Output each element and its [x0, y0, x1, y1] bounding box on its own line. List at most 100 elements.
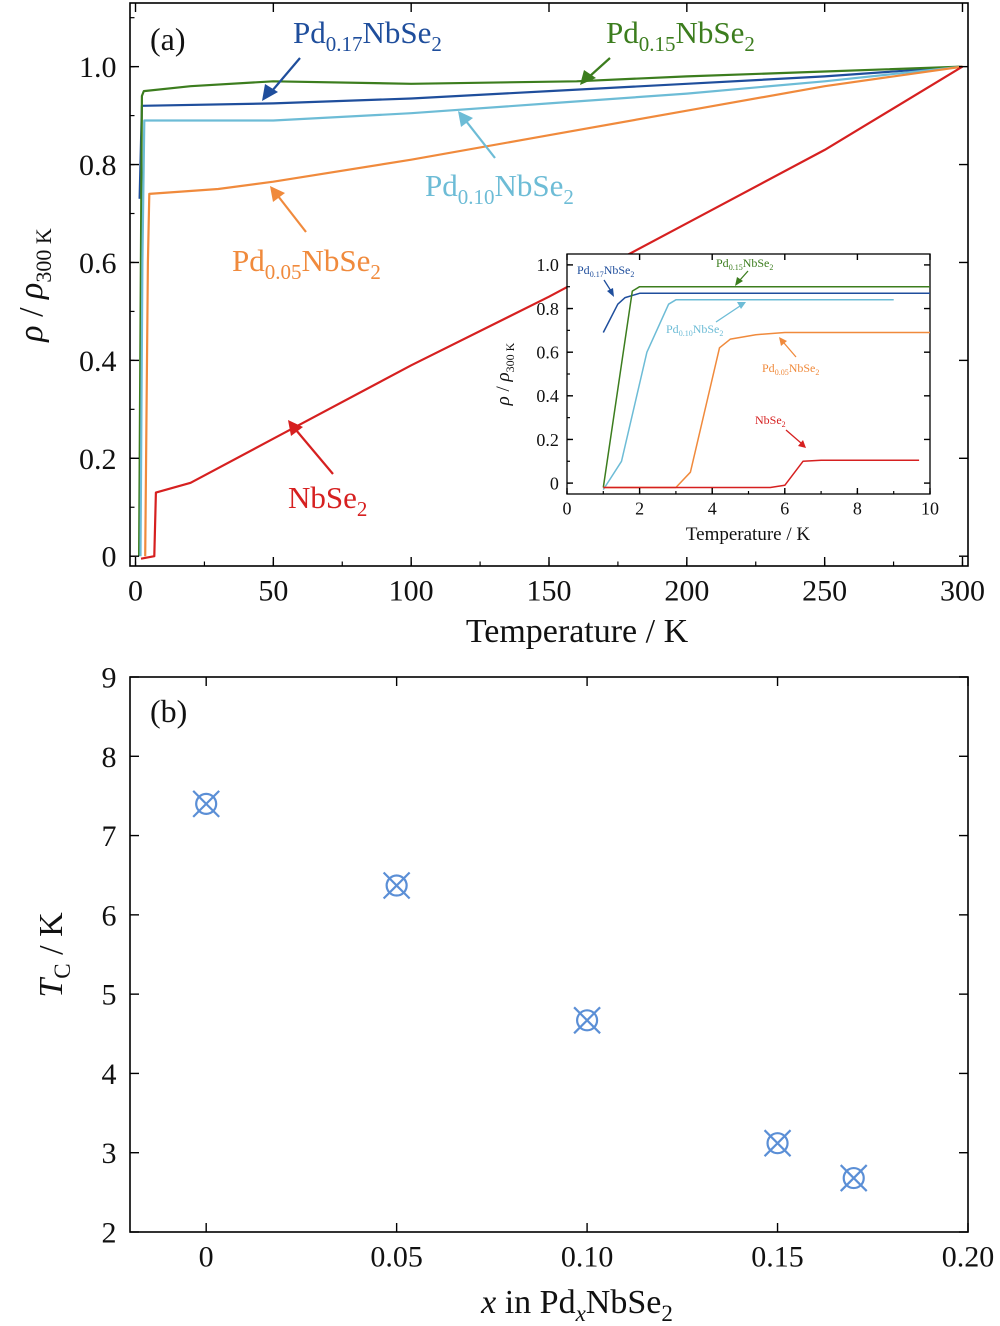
panel-b-y-axis-label: TC / K: [33, 912, 75, 998]
inset-frame: [566, 253, 931, 495]
series-line-pd0-10nbse2: [139, 65, 963, 557]
panel-b-y-tick-label: 7: [102, 820, 117, 853]
data-point: [763, 1129, 792, 1157]
inset-arrow-pd017: [603, 279, 612, 292]
inset-series-group: [602, 285, 930, 491]
data-point-cross: [573, 1006, 601, 1035]
inset-arrow-nbse2: [785, 429, 802, 444]
inset-series-line-pd0-10nbse2: [602, 299, 894, 491]
data-point: [192, 790, 220, 818]
data-point-cross: [192, 790, 220, 818]
panel-a-y-tick-label: 0.4: [79, 345, 117, 378]
panel-a-x-tick-label: 200: [664, 575, 709, 608]
inset-x-tick-label: 8: [853, 499, 862, 519]
arrow-pd017: [271, 57, 301, 92]
data-point-cross: [763, 1129, 792, 1157]
inset-arrow-head-pd015: [735, 277, 743, 286]
data-point-circle: [195, 792, 218, 815]
panel-b-y-tick-label: 5: [102, 979, 117, 1012]
data-point-circle: [766, 1132, 789, 1155]
panel-b-y-ticks: 2 3 4 5 6 7 8 9: [102, 662, 968, 1250]
panel-b-label: (b): [150, 693, 187, 729]
inset-y-tick-label: 1.0: [536, 255, 559, 275]
inset-x-tick-label: 0: [563, 499, 572, 519]
panel-a-x-tick-label: 100: [389, 575, 434, 608]
inset-series-line-pd0-15nbse2: [602, 285, 930, 488]
inset-arrows: [603, 270, 806, 448]
inset-arrow-head-pd010: [737, 302, 746, 309]
label-pd017: Pd0.17NbSe2: [293, 15, 442, 56]
inset-y-tick-label: 0: [550, 473, 559, 493]
panel-b-x-tick-label: 0.15: [751, 1241, 804, 1274]
series-line-nbse2: [140, 65, 964, 560]
data-point-circle: [842, 1166, 865, 1190]
data-point-cross: [382, 871, 411, 900]
panel-b-points-group: [192, 790, 868, 1192]
series-line-pd0-17nbse2: [138, 65, 963, 199]
panel-a-x-tick-label: 300: [940, 575, 985, 608]
inset-label-pd005: Pd0.05NbSe2: [762, 361, 819, 377]
inset-y-tick-label: 0.6: [536, 342, 559, 362]
inset-y-tick-label: 0.8: [536, 299, 559, 319]
panel-b-y-tick-label: 4: [102, 1058, 117, 1091]
panel-a-resistivity-chart: 0 50 100 150 200 250 300 00.20.40.60.81.0 (a) …: [13, 2, 985, 650]
arrow-nbse2: [295, 429, 334, 475]
panel-a-series-group: [138, 65, 964, 560]
arrow-head-pd015: [580, 70, 596, 85]
panel-a-label: (a): [150, 21, 186, 57]
series-line-pd0-05nbse2: [144, 65, 963, 557]
panel-a-x-axis-label: Temperature / K: [466, 613, 689, 650]
arrow-pd005: [277, 195, 307, 233]
data-point-cross: [839, 1164, 868, 1192]
panel-b-y-tick-label: 2: [102, 1217, 117, 1250]
panel-a-y-ticks: 0 0.2 0.4 0.6 0.8 1.0: [79, 17, 968, 574]
panel-b-y-tick-label: 6: [102, 899, 117, 932]
panel-b-y-tick-label: 9: [102, 662, 117, 695]
panel-a-inset: 0 2 4 6 8 10 0 0.2 0.4 0.6 0.8 1.0 Temperature / K…: [493, 253, 939, 545]
panel-b-tc-chart: 0 0.05 0.10 0.15 0.20 2 3 4 5 6 7 8 9 (b) x in PdxN…: [33, 662, 994, 1326]
inset-x-axis-label: Temperature / K: [686, 524, 811, 545]
arrow-pd010: [465, 120, 496, 159]
inset-arrow-pd015: [739, 270, 749, 281]
panel-a-x-tick-label: 250: [802, 575, 847, 608]
panel-b-y-tick-label: 3: [102, 1137, 117, 1170]
inset-series-line-pd0-05nbse2: [603, 331, 930, 489]
arrow-head-pd017: [262, 84, 278, 101]
panel-b-y-tick-label: 8: [102, 741, 117, 774]
inset-x-tick-label: 2: [635, 499, 644, 519]
inset-x-ticks: 0 2 4 6 8 10: [563, 254, 939, 519]
panel-a-y-tick-label: 0.2: [79, 443, 117, 476]
panel-b-frame: [129, 676, 969, 1233]
panel-a-y-tick-label: 1.0: [79, 51, 117, 84]
label-nbse2: NbSe2: [288, 480, 367, 521]
inset-arrow-pd005: [783, 342, 797, 358]
data-point-circle: [385, 874, 408, 897]
panel-b-x-axis-label: x in PdxNbSe2: [480, 1284, 673, 1326]
data-point: [573, 1006, 601, 1035]
inset-label-nbse2: NbSe2: [755, 413, 786, 429]
panel-a-y-tick-label: 0: [102, 541, 117, 574]
label-pd015: Pd0.15NbSe2: [606, 15, 755, 56]
data-point: [382, 871, 411, 900]
arrow-head-pd005: [270, 186, 285, 202]
inset-x-tick-label: 10: [921, 499, 939, 519]
inset-series-line-nbse2: [603, 459, 920, 489]
inset-y-axis-label: ρ / ρ300 K: [493, 342, 517, 406]
panel-b-x-tick-label: 0.10: [561, 1241, 614, 1274]
panel-a-x-tick-label: 0: [128, 575, 143, 608]
data-point: [839, 1164, 868, 1192]
inset-y-tick-label: 0.4: [536, 386, 559, 406]
panel-b-x-tick-label: 0.05: [370, 1241, 423, 1274]
panel-a-x-ticks: 0 50 100 150 200 250 300: [128, 3, 985, 608]
inset-label-pd010: Pd0.10NbSe2: [666, 322, 723, 338]
data-point-circle: [575, 1009, 599, 1032]
inset-x-tick-label: 6: [780, 499, 789, 519]
panel-a-y-tick-label: 0.8: [79, 149, 117, 182]
inset-y-tick-label: 0.2: [536, 430, 559, 450]
inset-x-tick-label: 4: [708, 499, 717, 519]
panel-a-y-axis-label: ρ / ρ300 K: [13, 228, 56, 343]
panel-a-x-tick-label: 150: [527, 575, 572, 608]
panel-b-x-ticks: 0 0.05 0.10 0.15 0.20: [199, 677, 994, 1274]
panel-a-y-tick-label: 0.6: [79, 247, 117, 280]
